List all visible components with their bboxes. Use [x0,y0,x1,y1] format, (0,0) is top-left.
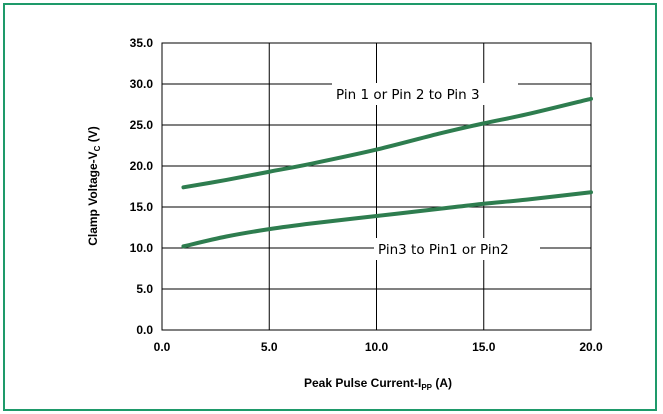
y-tick-label: 15.0 [130,200,154,214]
x-tick-label: 15.0 [472,340,496,354]
plot-border [161,42,592,331]
y-tick-labels: 0.0 5.0 10.0 15.0 20.0 25.0 30.0 35.0 [130,36,154,337]
annotation-1-bg [332,83,518,105]
annotation-pin3-to-pin1-pin2: Pin3 to Pin1 or Pin2 [378,242,509,258]
x-tick-label: 0.0 [154,340,171,354]
y-tick-label: 25.0 [130,118,154,132]
y-tick-label: 5.0 [136,282,153,296]
series-line-2 [181,190,593,249]
y-tick-label: 10.0 [130,241,154,255]
y-axis-title: Clamp Voltage-VC (V) [86,126,102,246]
annotation-2-bg [374,238,540,260]
x-tick-label: 20.0 [579,340,603,354]
annotation-pin1-pin2-to-pin3: Pin 1 or Pin 2 to Pin 3 [336,87,480,103]
x-tick-label: 10.0 [365,340,389,354]
x-tick-label: 5.0 [261,340,278,354]
y-tick-label: 0.0 [136,323,153,337]
x-axis-title: Peak Pulse Current-IPP (A) [304,376,452,392]
y-tick-label: 35.0 [130,36,154,50]
y-tick-label: 20.0 [130,159,154,173]
x-tick-labels: 0.0 5.0 10.0 15.0 20.0 [154,340,603,354]
series-line-1 [181,96,593,190]
series-lines [181,96,593,249]
y-tick-label: 30.0 [130,77,154,91]
